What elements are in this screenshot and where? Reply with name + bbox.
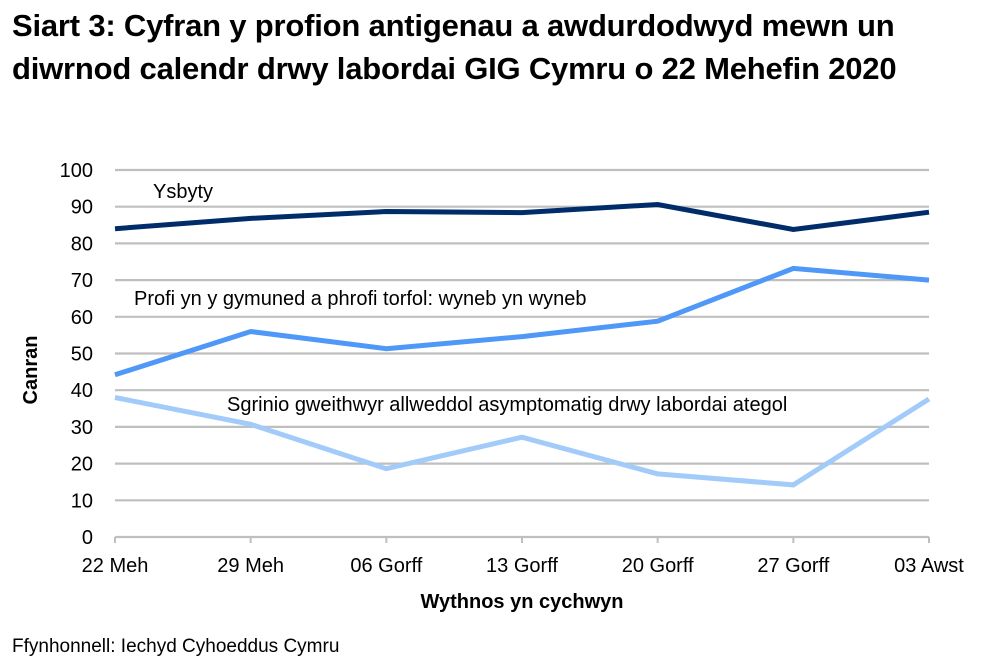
y-tick-label: 20	[71, 454, 93, 476]
y-tick-label: 10	[71, 490, 93, 512]
chart-title: Siart 3: Cyfran y profion antigenau a aw…	[12, 8, 897, 86]
x-axis: 22 Meh 29 Meh 06 Gorff 13 Gorff 20 Gorff 27 G…	[82, 537, 964, 577]
y-tick-label: 80	[71, 233, 93, 255]
gridlines	[115, 168, 929, 539]
x-tick-label: 13 Gorff	[486, 555, 558, 577]
series-label: Sgrinio gweithwyr allweddol asymptomatig…	[227, 394, 787, 416]
y-axis-title: Canran	[20, 336, 42, 405]
y-tick-label: 100	[60, 160, 93, 182]
x-tick-label: 27 Gorff	[757, 555, 829, 577]
source-note: Ffynhonnell: Iechyd Cyhoeddus Cymru	[12, 636, 340, 657]
y-tick-label: 50	[71, 344, 93, 366]
x-tick-label: 29 Meh	[217, 555, 284, 577]
series-label: Profi yn y gymuned a phrofi torfol: wyne…	[134, 288, 586, 310]
x-axis-title: Wythnos yn cychwyn	[420, 591, 623, 613]
x-tick-label: 03 Awst	[894, 555, 964, 577]
y-tick-label: 0	[82, 527, 93, 549]
y-tick-label: 60	[71, 307, 93, 329]
data-series	[114, 201, 931, 488]
x-tick-label: 22 Meh	[82, 555, 149, 577]
x-tick-label: 20 Gorff	[622, 555, 694, 577]
x-tick-label: 06 Gorff	[350, 555, 422, 577]
y-tick-label: 90	[71, 197, 93, 219]
y-tick-label: 30	[71, 417, 93, 439]
series-line	[114, 395, 931, 488]
series-labels: Ysbyty Profi yn y gymuned a phrofi torfol…	[134, 181, 787, 416]
series-line	[114, 265, 930, 378]
y-axis-tick-labels: 0 10 20 30 40 50 60 70 80 90 100	[60, 160, 93, 549]
series-line	[114, 201, 930, 233]
series-label: Ysbyty	[153, 181, 213, 203]
y-tick-label: 70	[71, 270, 93, 292]
y-tick-label: 40	[71, 380, 93, 402]
